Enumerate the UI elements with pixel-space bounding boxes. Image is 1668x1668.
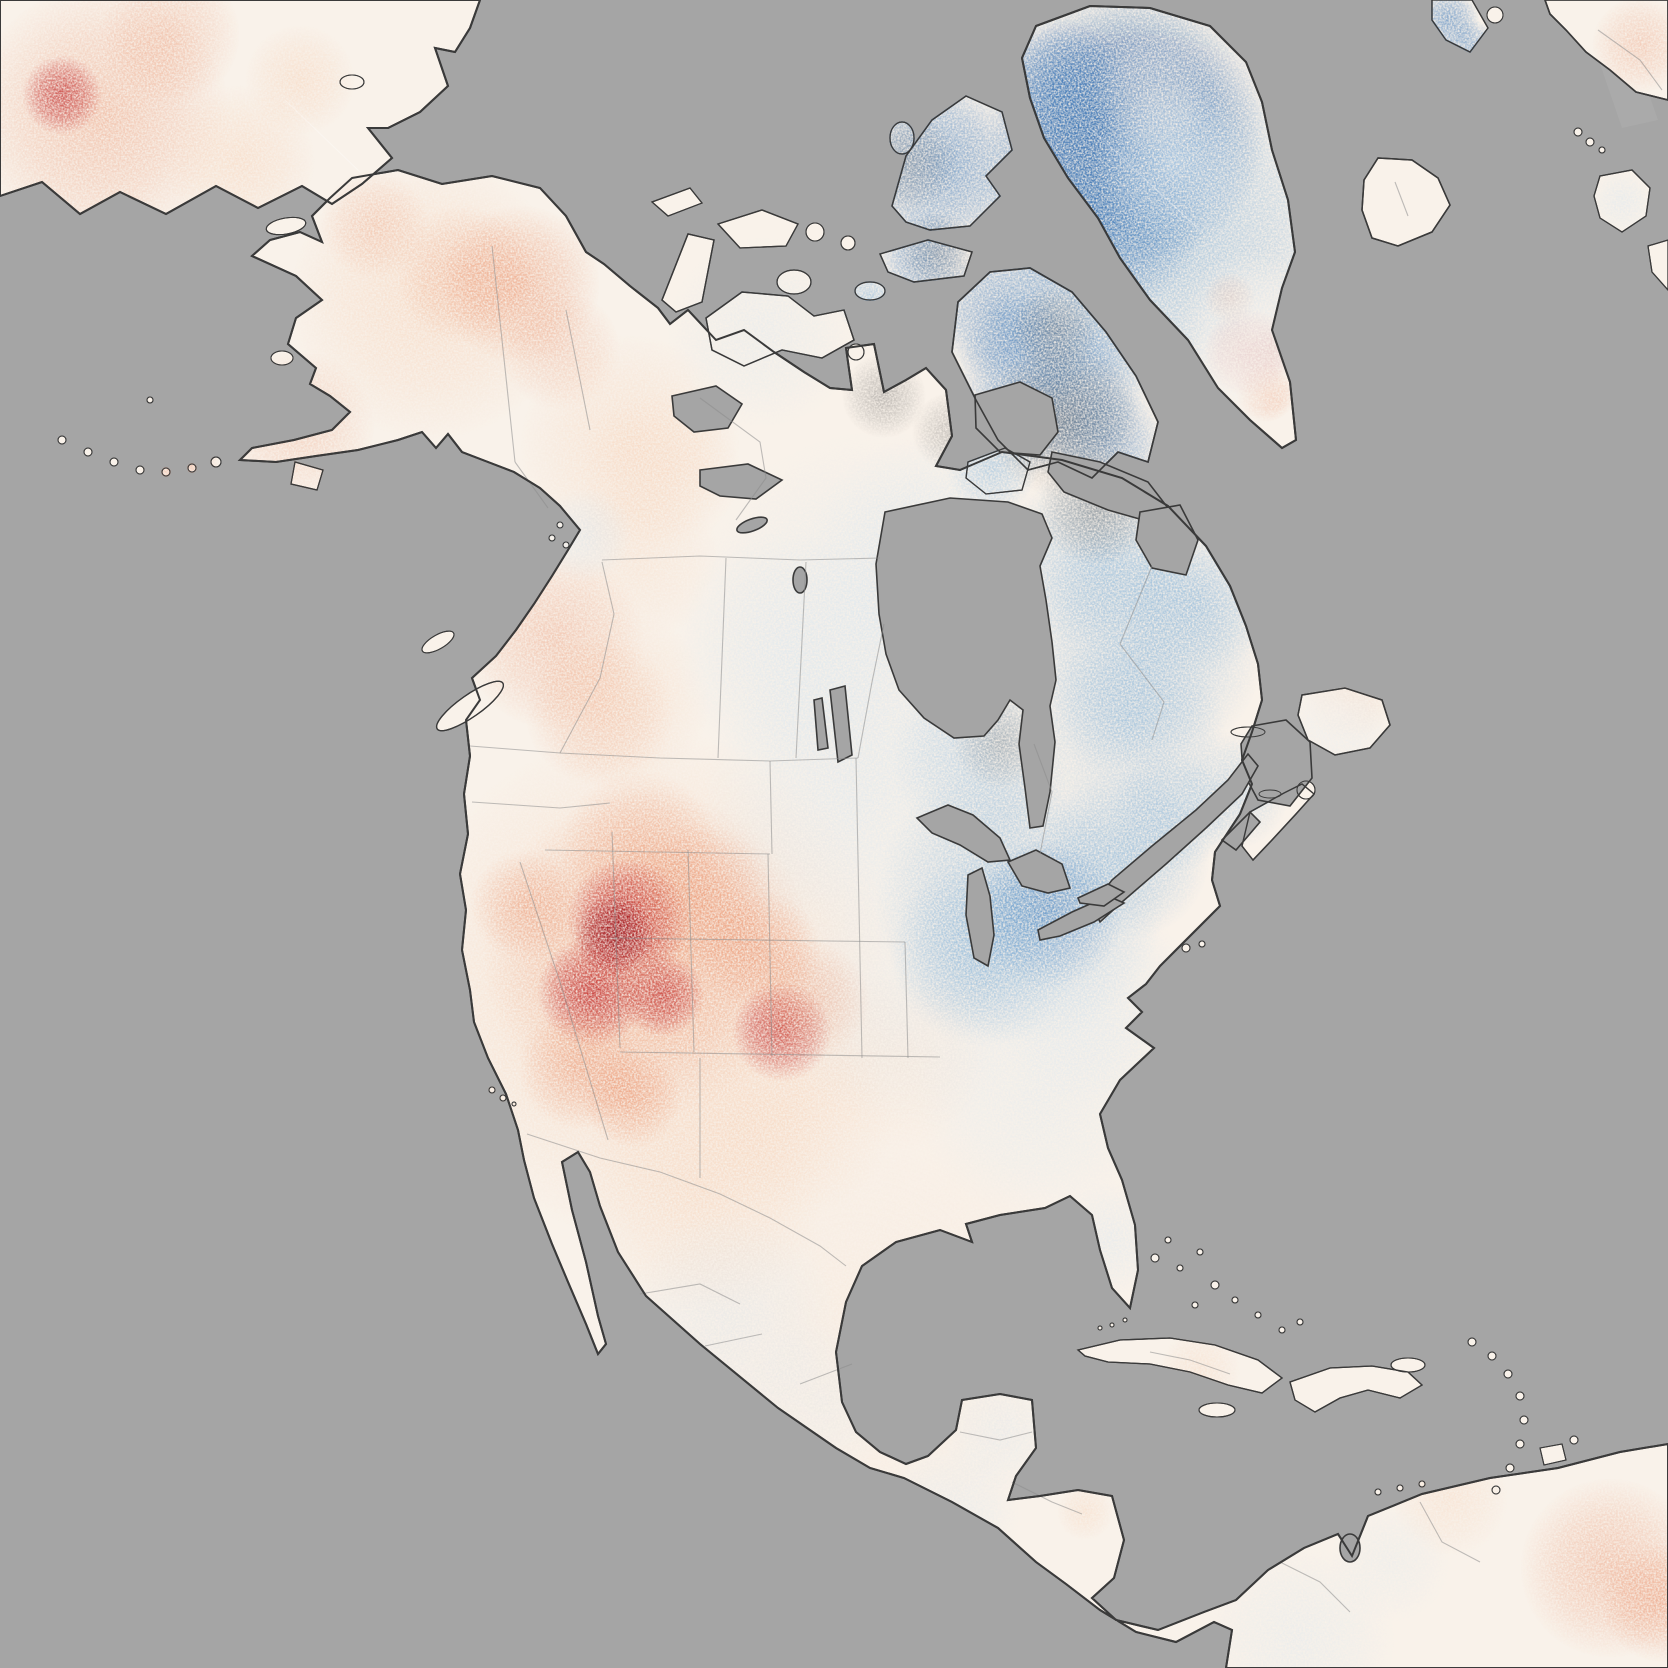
admin-border — [1033, 743, 1053, 855]
admin-border — [601, 555, 881, 561]
admin-border — [491, 245, 516, 463]
lake-superior — [915, 804, 1012, 863]
hudson-bay — [875, 497, 1057, 829]
anomaly-blob — [898, 212, 978, 292]
anomaly-blob — [1172, 324, 1288, 440]
anomaly-blob — [1592, 0, 1668, 93]
admin-border — [514, 461, 549, 509]
anomaly-blob — [1446, 20, 1498, 72]
anomaly-blob — [225, 350, 375, 500]
lake-ontario — [1076, 883, 1126, 907]
admin-border — [1597, 29, 1663, 91]
admin-border — [559, 561, 615, 754]
anomaly-blob — [537, 487, 633, 583]
admin-border — [519, 861, 609, 1141]
admin-border — [1149, 1351, 1231, 1375]
anomaly-blob — [320, 170, 430, 280]
admin-border — [1419, 1501, 1481, 1563]
admin-border — [687, 849, 695, 1053]
anomaly-blob — [1052, 1182, 1168, 1298]
admin-border — [795, 561, 807, 759]
admin-border — [799, 1363, 853, 1385]
anomaly-blob — [740, 1320, 900, 1480]
graticule-line — [1089, 127, 1204, 234]
admin-border — [611, 831, 621, 1049]
bay-of-fundy — [1220, 810, 1262, 852]
anomaly-blob — [854, 110, 958, 214]
anomaly-blob — [1057, 1484, 1113, 1540]
lake-athabasca — [736, 516, 768, 534]
great-bear-lake — [671, 385, 744, 433]
lake-michigan — [965, 866, 995, 968]
admin-border — [959, 1431, 1033, 1441]
admin-border — [767, 853, 773, 1057]
gulf-of-st-lawrence — [1240, 719, 1313, 807]
admin-border — [904, 941, 909, 1059]
admin-border — [1011, 1481, 1083, 1515]
anomaly-blob — [1160, 1330, 1240, 1410]
graticule-line — [284, 99, 361, 173]
admin-border — [619, 1051, 941, 1058]
anomaly-blob — [842, 354, 926, 438]
anomaly-blob — [1590, 170, 1654, 234]
anomaly-blob — [1108, 750, 1232, 874]
admin-border — [1394, 181, 1409, 217]
anomaly-blob — [880, 1442, 1020, 1582]
admin-border — [1279, 1561, 1351, 1613]
anomaly-blob — [667, 237, 857, 427]
admin-border — [717, 557, 727, 759]
anomaly-blob — [22, 55, 102, 135]
admin-border — [611, 937, 906, 943]
anomaly-blob — [518, 1006, 642, 1130]
admin-border — [544, 849, 771, 855]
admin-border — [526, 1133, 847, 1267]
anomaly-blob — [100, 0, 240, 105]
lake-maracaibo — [1339, 1533, 1361, 1563]
anomaly-blob — [620, 953, 704, 1037]
lake-erie — [1037, 895, 1126, 941]
anomaly-blob — [470, 850, 580, 960]
reindeer-lake — [792, 566, 808, 594]
admin-border — [699, 397, 767, 521]
admin-border — [855, 757, 863, 1059]
admin-borders-layer — [469, 29, 1663, 1613]
admin-border — [469, 745, 859, 762]
anomaly-blob — [1092, 35, 1212, 155]
anomaly-blob — [1601, 1542, 1668, 1662]
anomaly-blob — [1330, 1502, 1450, 1622]
graticule-layer — [284, 99, 1204, 234]
anomaly-blob — [1010, 285, 1100, 375]
admin-border — [639, 1283, 741, 1305]
admin-border — [565, 309, 591, 431]
admin-border — [1119, 565, 1165, 741]
lake-winnipeg — [829, 684, 853, 764]
admin-border — [704, 1333, 763, 1347]
anomaly-blob — [915, 970, 1165, 1220]
admin-border — [769, 760, 773, 855]
lake-huron — [1006, 849, 1072, 894]
admin-border — [857, 623, 885, 759]
lake-winnipegosis — [813, 697, 829, 751]
anomaly-blob — [140, 426, 220, 506]
great-slave-lake — [699, 463, 784, 500]
admin-border — [471, 801, 611, 809]
